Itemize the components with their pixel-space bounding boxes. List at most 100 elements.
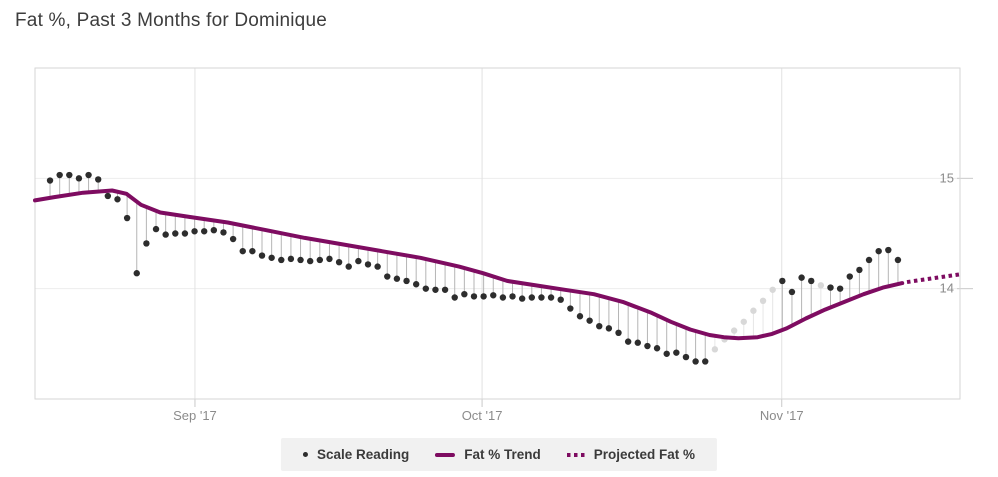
- scale-reading-point: [702, 358, 709, 365]
- projected-line: [906, 272, 961, 285]
- scale-reading-point: [393, 275, 401, 282]
- scale-reading-point: [769, 286, 776, 293]
- plot-border: [34, 67, 961, 400]
- scale-reading-point: [345, 263, 352, 270]
- scale-reading-point: [258, 252, 266, 259]
- scale-reading-point: [875, 247, 882, 255]
- scale-reading-point: [56, 171, 63, 179]
- scale-reading-point: [220, 229, 227, 236]
- scale-reading-point: [355, 257, 362, 265]
- scale-reading-point: [596, 322, 603, 330]
- legend-item-label: Scale Reading: [316, 447, 410, 462]
- legend-item-projected-fat[interactable]: Projected Fat %: [566, 447, 696, 462]
- scale-reading-point: [316, 256, 324, 264]
- scale-reading-point: [422, 285, 430, 292]
- scale-reading-point: [846, 273, 853, 280]
- scale-reading-point: [576, 313, 584, 320]
- scale-reading-point: [605, 325, 613, 332]
- scale-reading-point: [567, 305, 574, 312]
- scale-reading-point: [297, 256, 304, 264]
- scale-reading-point: [730, 327, 738, 334]
- scale-reading-point: [798, 274, 805, 281]
- chart-legend: Scale Reading Fat % Trend Projected Fat …: [280, 438, 718, 471]
- scale-reading-point: [817, 282, 825, 289]
- scale-reading-point: [210, 226, 218, 234]
- scale-reading-point: [653, 345, 661, 352]
- scale-reading-point: [615, 329, 622, 336]
- scale-reading-point: [788, 288, 796, 296]
- scale-reading-point: [827, 284, 834, 291]
- scale-reading-point: [335, 258, 343, 266]
- scale-reading-point: [239, 247, 246, 255]
- scale-reading-point: [808, 277, 815, 285]
- scale-reading-point: [229, 235, 237, 243]
- scale-reading-point: [634, 339, 641, 346]
- scale-reading-point: [499, 294, 507, 301]
- scale-reading-point: [249, 247, 256, 255]
- scale-reading-point: [114, 196, 121, 203]
- y-axis-label: 14: [940, 281, 954, 296]
- scale-reading-point: [200, 228, 208, 235]
- legend-item-label: Projected Fat %: [593, 447, 696, 462]
- scale-reading-point: [364, 261, 372, 268]
- scale-reading-point: [528, 294, 536, 301]
- scale-reading-point: [856, 266, 863, 274]
- scale-reading-point: [663, 350, 670, 357]
- scale-reading-point: [133, 270, 140, 277]
- scale-reading-point: [711, 346, 719, 353]
- trend-line-icon: [435, 452, 456, 457]
- scale-reading-point: [740, 318, 747, 325]
- x-axis-label: Nov '17: [760, 408, 804, 423]
- scale-reading-point: [538, 294, 545, 301]
- scale-reading-point: [759, 297, 767, 305]
- scale-reading-point: [750, 307, 757, 314]
- scale-reading-point: [95, 176, 102, 183]
- scale-reading-point: [490, 292, 497, 299]
- scale-reading-point: [557, 296, 564, 303]
- scale-reading-point: [644, 342, 651, 350]
- scale-reading-point: [152, 225, 160, 233]
- scale-reading-point: [172, 230, 179, 237]
- legend-item-fat-trend[interactable]: Fat % Trend: [435, 447, 541, 462]
- scale-reading-point: [46, 177, 54, 184]
- scale-reading-point: [268, 254, 275, 261]
- scale-reading-point: [123, 214, 131, 222]
- scale-reading-point: [480, 293, 487, 300]
- scale-reading-point: [518, 295, 526, 302]
- scale-reading-point: [509, 293, 516, 300]
- scale-reading-point: [779, 277, 786, 285]
- scale-reading-point: [470, 293, 478, 300]
- scale-reading-point: [104, 192, 112, 200]
- scale-reading-point: [306, 257, 314, 265]
- trend-line: [33, 188, 905, 341]
- scale-reading-point: [682, 353, 690, 361]
- scale-reading-point: [191, 228, 198, 235]
- x-axis-label: Oct '17: [462, 408, 503, 423]
- scale-reading-point: [547, 294, 555, 301]
- scale-reading-dot-icon: [302, 452, 308, 457]
- page-title: Fat %, Past 3 Months for Dominique: [15, 10, 327, 31]
- scale-reading-point: [66, 171, 73, 179]
- scale-reading-point: [374, 263, 381, 270]
- x-axis-label: Sep '17: [173, 408, 217, 423]
- scale-reading-point: [894, 256, 902, 264]
- projected-line-icon: [566, 452, 585, 457]
- scale-reading-point: [885, 246, 892, 254]
- y-axis-label: 15: [940, 170, 954, 185]
- scale-reading-point: [441, 286, 449, 293]
- scale-reading-point: [836, 285, 844, 292]
- scale-reading-point: [75, 175, 83, 182]
- scale-reading-point: [287, 255, 295, 263]
- scale-reading-point: [586, 317, 593, 324]
- legend-item-scale-reading[interactable]: Scale Reading: [302, 447, 410, 462]
- scale-reading-point: [85, 171, 92, 179]
- scale-reading-point: [143, 240, 150, 247]
- scale-reading-point: [432, 286, 439, 293]
- legend-item-label: Fat % Trend: [464, 447, 541, 462]
- scale-reading-point: [181, 230, 189, 237]
- scale-reading-point: [624, 338, 632, 345]
- scale-reading-point: [384, 273, 391, 280]
- scale-reading-point: [162, 231, 169, 238]
- scale-reading-point: [692, 358, 699, 365]
- scale-reading-point: [403, 277, 410, 285]
